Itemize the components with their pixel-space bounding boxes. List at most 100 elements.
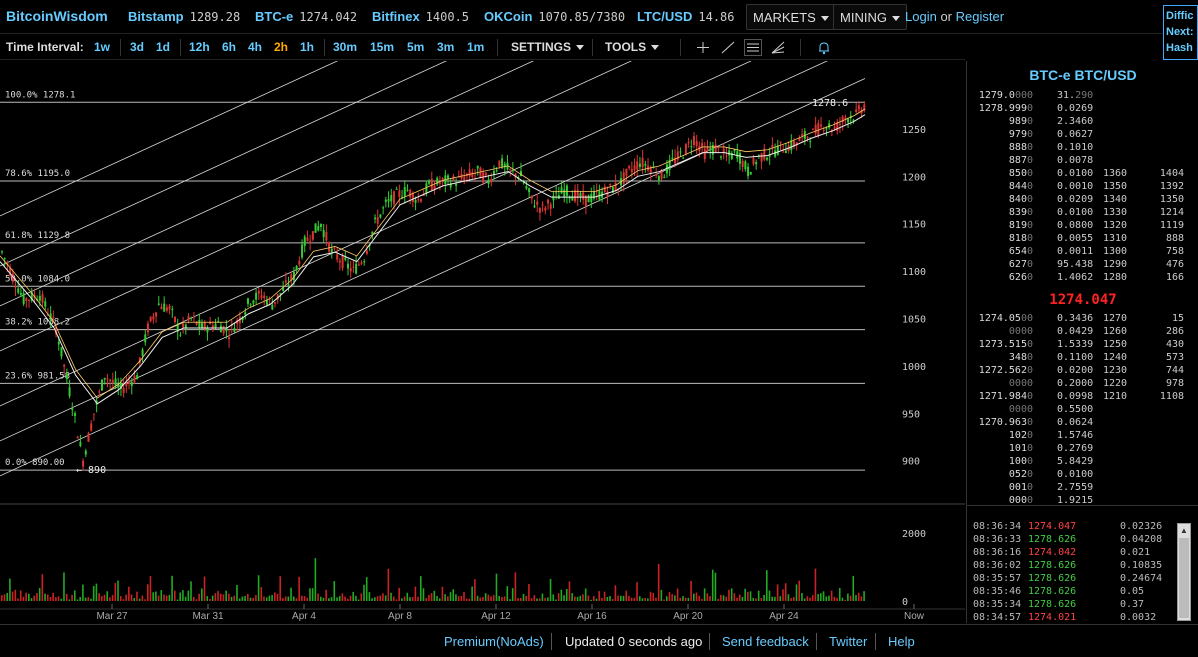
asks-row[interactable]: 8180 0.0055 1310 888 bbox=[967, 233, 1198, 246]
volume-bar bbox=[333, 581, 336, 601]
asks-row[interactable]: 8870 0.0078 bbox=[967, 155, 1198, 168]
markets-dropdown[interactable]: MARKETS bbox=[746, 4, 836, 30]
volume-bar bbox=[565, 589, 568, 601]
asks-row[interactable]: 8440 0.0010 1350 1392 bbox=[967, 181, 1198, 194]
scroll-up-icon[interactable]: ▲ bbox=[1180, 526, 1188, 535]
register-link[interactable]: Register bbox=[955, 9, 1005, 24]
interval-1h[interactable]: 1h bbox=[300, 40, 315, 54]
bids-row[interactable]: 1020 1.5746 bbox=[967, 430, 1198, 443]
scroll-thumb[interactable] bbox=[1179, 538, 1189, 618]
asks-row[interactable]: 8190 0.0800 1320 1119 bbox=[967, 220, 1198, 233]
bids-row[interactable]: 1274.0500 0.3436 1270 15 bbox=[967, 313, 1198, 326]
interval-3m[interactable]: 3m bbox=[437, 40, 455, 54]
fan-tool-icon[interactable] bbox=[769, 39, 787, 56]
candle-body bbox=[206, 328, 209, 333]
bids-row[interactable]: 1010 0.2769 bbox=[967, 443, 1198, 456]
interval-1m[interactable]: 1m bbox=[467, 40, 485, 54]
candle-body bbox=[76, 436, 79, 439]
mining-dropdown[interactable]: MINING bbox=[833, 4, 907, 30]
volume-bar bbox=[341, 593, 344, 601]
tools-menu[interactable]: TOOLS bbox=[605, 40, 660, 54]
interval-1d[interactable]: 1d bbox=[156, 40, 171, 54]
bids-row[interactable]: 0010 2.7559 bbox=[967, 482, 1198, 495]
exchange-ltcusd[interactable]: LTC/USD 14.86 bbox=[637, 9, 735, 24]
settings-menu[interactable]: SETTINGS bbox=[511, 40, 585, 54]
interval-3d[interactable]: 3d bbox=[130, 40, 145, 54]
interval-4h[interactable]: 4h bbox=[248, 40, 263, 54]
trades-scrollbar[interactable]: ▲ bbox=[1177, 523, 1191, 621]
help-link[interactable]: Help bbox=[888, 634, 915, 649]
bids-row[interactable]: 1000 5.8429 bbox=[967, 456, 1198, 469]
time-interval-label: Time Interval: bbox=[6, 40, 84, 54]
interval-30m[interactable]: 30m bbox=[333, 40, 358, 54]
bids-row[interactable]: 0000 0.2000 1220 978 bbox=[967, 378, 1198, 391]
asks-row[interactable]: 8500 0.0100 1360 1404 bbox=[967, 168, 1198, 181]
interval-2h[interactable]: 2h bbox=[274, 40, 289, 54]
candle-body bbox=[863, 104, 866, 111]
brand-logo[interactable]: BitcoinWisdom bbox=[6, 8, 108, 24]
asks-row[interactable]: 1279.0000 31.290 bbox=[967, 90, 1198, 103]
asks-row[interactable]: 6270 95.438 1290 476 bbox=[967, 259, 1198, 272]
candle-body bbox=[463, 176, 466, 182]
bids-row[interactable]: 0000 1.9215 bbox=[967, 495, 1198, 508]
interval-12h[interactable]: 12h bbox=[189, 40, 210, 54]
exchange-btce[interactable]: BTC-e 1274.042 bbox=[255, 9, 357, 24]
candle-body bbox=[201, 323, 204, 329]
asks-row[interactable]: 8880 0.1010 bbox=[967, 142, 1198, 155]
bids-row[interactable]: 1271.9840 0.0998 1210 1108 bbox=[967, 391, 1198, 404]
order-price: 6260 bbox=[1008, 272, 1033, 283]
twitter-link[interactable]: Twitter bbox=[829, 634, 868, 649]
asks-row[interactable]: 6260 1.4062 1280 166 bbox=[967, 272, 1198, 285]
exchange-price: 14.86 bbox=[698, 10, 735, 24]
bids-row[interactable]: 0000 0.0429 1260 286 bbox=[967, 326, 1198, 339]
candle-body bbox=[387, 199, 390, 202]
interval-1w[interactable]: 1w bbox=[94, 40, 111, 54]
volume-bar bbox=[479, 597, 482, 601]
candle-body bbox=[606, 191, 609, 198]
bids-row[interactable]: 0520 0.0100 bbox=[967, 469, 1198, 482]
send-feedback-link[interactable]: Send feedback bbox=[722, 634, 809, 649]
fib-level-label: 0.0% 890.00 bbox=[5, 458, 65, 468]
candle-body bbox=[771, 144, 774, 149]
bids-row[interactable]: 3480 0.1100 1240 573 bbox=[967, 352, 1198, 365]
bids-row[interactable]: 0000 0.5500 bbox=[967, 404, 1198, 417]
candle-body bbox=[625, 168, 628, 176]
login-link[interactable]: Login bbox=[905, 9, 937, 24]
volume-bar bbox=[144, 599, 146, 601]
candle-body bbox=[665, 164, 668, 174]
volume-bar bbox=[336, 597, 338, 601]
crosshair-icon[interactable] bbox=[694, 39, 712, 56]
candle-body bbox=[128, 382, 131, 384]
asks-row[interactable]: 9890 2.3460 bbox=[967, 116, 1198, 129]
line-tool-icon[interactable] bbox=[719, 39, 737, 56]
volume-bar bbox=[752, 597, 755, 601]
interval-5m[interactable]: 5m bbox=[407, 40, 425, 54]
asks-row[interactable]: 9790 0.0627 bbox=[967, 129, 1198, 142]
difficulty-box[interactable]: Diffic Next: Hash bbox=[1163, 5, 1198, 60]
bids-row[interactable]: 1270.9630 0.0624 bbox=[967, 417, 1198, 430]
chart-canvas[interactable]: 100.0% 1278.1 78.6% 1195.0 61.8% 1129.8 50.… bbox=[0, 61, 965, 623]
exchange-bitfinex[interactable]: Bitfinex 1400.5 bbox=[372, 9, 469, 24]
bids-row[interactable]: 1272.5620 0.0200 1230 744 bbox=[967, 365, 1198, 378]
asks-row[interactable]: 6540 0.0011 1300 758 bbox=[967, 246, 1198, 259]
exchange-okcoin[interactable]: OKCoin 1070.85/7380 bbox=[484, 9, 625, 24]
volume-bar bbox=[314, 558, 317, 601]
fib-retracement-icon[interactable] bbox=[744, 39, 762, 56]
candle-body bbox=[355, 263, 358, 274]
price-chart[interactable]: 100.0% 1278.1 78.6% 1195.0 61.8% 1129.8 50.… bbox=[0, 61, 965, 623]
trade-amount: 0.021 bbox=[1120, 547, 1151, 558]
asks-row[interactable]: 8400 0.0209 1340 1350 bbox=[967, 194, 1198, 207]
asks-row[interactable]: 1278.9990 0.0269 bbox=[967, 103, 1198, 116]
premium-link[interactable]: Premium(NoAds) bbox=[444, 634, 544, 649]
order-volume: 0.0209 bbox=[1057, 194, 1094, 205]
alert-bell-icon[interactable] bbox=[815, 39, 833, 56]
interval-6h[interactable]: 6h bbox=[222, 40, 237, 54]
interval-15m[interactable]: 15m bbox=[370, 40, 395, 54]
exchange-bitstamp[interactable]: Bitstamp 1289.28 bbox=[128, 9, 240, 24]
asks-row[interactable]: 8390 0.0100 1330 1214 bbox=[967, 207, 1198, 220]
volume-bar bbox=[533, 595, 536, 601]
volume-bar bbox=[492, 595, 495, 601]
bids-row[interactable]: 1273.5150 1.5339 1250 430 bbox=[967, 339, 1198, 352]
volume-bar bbox=[228, 593, 230, 601]
candle-body bbox=[284, 280, 287, 283]
